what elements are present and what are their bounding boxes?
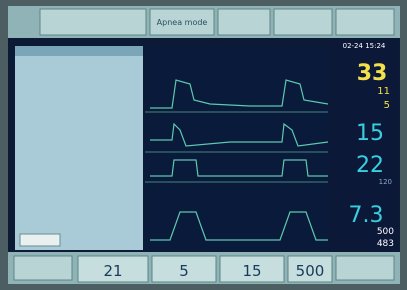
param-value: 120 xyxy=(379,178,392,186)
datetime: 02-24 15:24 xyxy=(343,42,386,50)
top-button[interactable] xyxy=(218,9,270,35)
bottom-button[interactable] xyxy=(336,256,394,280)
top-button[interactable] xyxy=(336,9,394,35)
setting-value: 21 xyxy=(103,262,122,280)
bottom-button[interactable] xyxy=(14,256,72,280)
top-button[interactable] xyxy=(274,9,332,35)
setting-value: 5 xyxy=(179,262,189,280)
param-value: 500 xyxy=(377,227,394,237)
mode-button-label: Apnea mode xyxy=(157,18,208,27)
ventilator-screen: Apnea mode 02-24 15:24 33 11 5 15 22 120… xyxy=(0,0,407,290)
panel-button[interactable] xyxy=(20,234,60,246)
message-panel xyxy=(15,46,143,250)
param-value: 22 xyxy=(356,153,384,178)
param-value: 33 xyxy=(357,61,388,86)
param-value: 11 xyxy=(377,86,390,97)
param-value: 15 xyxy=(356,121,384,146)
waveform-area xyxy=(145,46,328,250)
setting-value: 500 xyxy=(296,262,325,280)
top-button[interactable] xyxy=(40,9,146,35)
panel-header xyxy=(15,46,143,56)
param-value: 5 xyxy=(384,100,390,111)
setting-value: 15 xyxy=(242,262,261,280)
param-value: 483 xyxy=(377,239,394,249)
param-value: 7.3 xyxy=(349,203,384,228)
